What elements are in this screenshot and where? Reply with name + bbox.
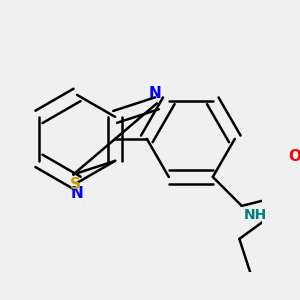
Text: O: O — [289, 148, 300, 164]
Text: NH: NH — [244, 208, 267, 222]
Text: S: S — [70, 177, 81, 192]
Text: N: N — [148, 86, 161, 101]
Text: N: N — [71, 186, 83, 201]
